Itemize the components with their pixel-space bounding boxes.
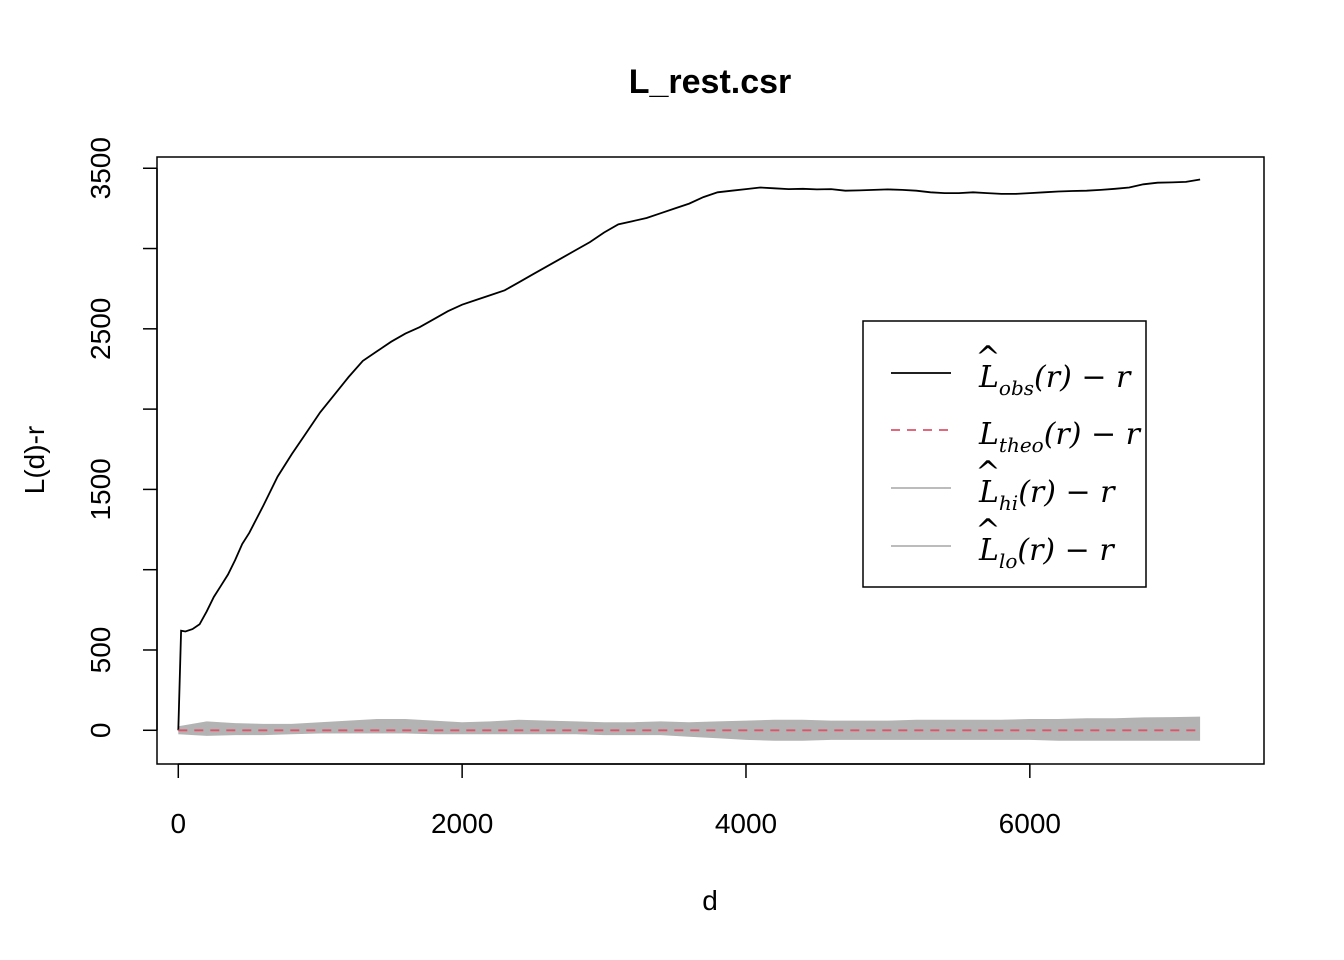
x-tick-label: 6000 <box>999 808 1061 839</box>
x-tick-label: 0 <box>170 808 186 839</box>
y-tick-label: 2500 <box>85 298 116 360</box>
legend-label-obs: Lobs(r) − r <box>978 360 1132 400</box>
y-axis: 0 500 1500 2500 3500 <box>85 137 158 739</box>
legend-box <box>862 320 1147 588</box>
series-layer <box>177 178 1201 732</box>
legend-label-hi: Lhi(r) − r <box>978 475 1116 515</box>
series-obs-line <box>177 178 1201 731</box>
legend-hat-hi: ^ <box>975 455 1000 490</box>
x-tick-label: 4000 <box>715 808 777 839</box>
x-axis: 0 2000 4000 6000 <box>170 763 1061 839</box>
y-tick-label: 3500 <box>85 137 116 199</box>
x-tick-label: 2000 <box>431 808 493 839</box>
y-tick-label: 1500 <box>85 458 116 520</box>
x-axis-label: d <box>702 885 718 916</box>
y-tick-label: 500 <box>85 627 116 674</box>
envelope-band <box>178 716 1201 741</box>
envelope-layer <box>178 716 1201 741</box>
y-axis-label: L(d)-r <box>19 426 50 494</box>
chart-title: L_rest.csr <box>629 63 792 101</box>
legend-label-theo: Ltheo(r) − r <box>978 417 1142 457</box>
legend-label-lo: Llo(r) − r <box>978 533 1115 573</box>
legend-hat-lo: ^ <box>975 513 1000 548</box>
y-tick-label: 0 <box>85 723 116 739</box>
legend-hat-obs: ^ <box>975 340 1000 375</box>
